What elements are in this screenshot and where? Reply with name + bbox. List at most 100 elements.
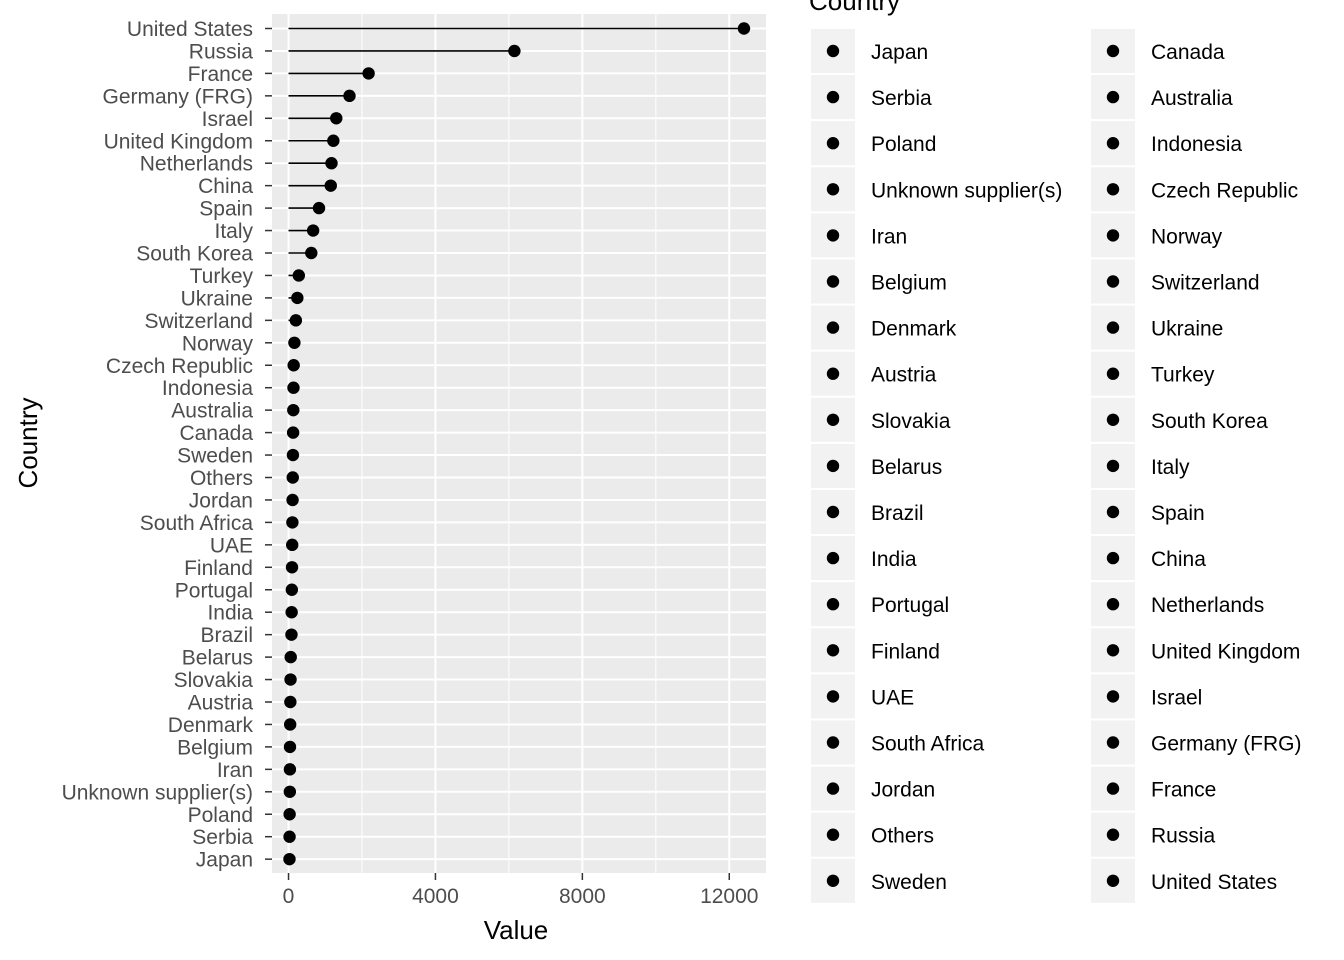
lollipop-point (291, 291, 304, 305)
legend-key-point (1106, 321, 1120, 334)
lollipop-point (284, 695, 297, 709)
legend-label: Poland (871, 133, 936, 156)
legend-label: Ukraine (1151, 318, 1223, 341)
legend-key-point (1106, 90, 1120, 104)
lollipop-point (305, 246, 318, 260)
legend-label: UAE (871, 686, 914, 709)
legend-label: Belarus (871, 456, 942, 479)
legend-key-point (826, 828, 840, 841)
lollipop-point (287, 403, 300, 417)
legend-key-point (826, 44, 840, 58)
legend-label: Germany (FRG) (1151, 733, 1302, 756)
legend-key-point (826, 598, 840, 611)
y-tick-label: China (198, 175, 253, 198)
y-tick-label: Unknown supplier(s) (62, 781, 253, 804)
legend-label: Iran (871, 225, 907, 248)
y-tick-label: Poland (188, 804, 253, 827)
lollipop-point (324, 179, 337, 192)
legend-key-point (826, 275, 840, 288)
legend-key-point (1106, 598, 1120, 611)
legend-key-point (1106, 874, 1120, 887)
legend-label: South Africa (871, 733, 985, 756)
x-tick-label: 4000 (412, 885, 459, 908)
lollipop-point (285, 583, 299, 596)
x-axis-title: Value (484, 915, 549, 945)
legend-label: United States (1151, 871, 1277, 894)
legend: Japan Serbia Poland Unknown supplier(s) Iran… (811, 29, 1302, 903)
legend-label: Portugal (871, 594, 949, 617)
legend-label: Serbia (871, 87, 932, 110)
legend-key-point (826, 367, 840, 380)
legend-label: Jordan (871, 779, 935, 802)
legend-key-point (826, 137, 840, 150)
legend-key-point (1106, 137, 1120, 150)
lollipop-point (285, 606, 298, 619)
y-tick-label: Slovakia (174, 669, 254, 692)
lollipop-point (283, 785, 297, 798)
x-tick-label: 8000 (559, 885, 606, 908)
legend-key-point (1106, 644, 1120, 657)
y-tick-label: Brazil (200, 624, 253, 647)
major-gridlines (272, 14, 766, 873)
lollipop-point (343, 89, 356, 103)
y-tick-label: Spain (199, 198, 253, 221)
legend-key-point (826, 459, 840, 473)
y-tick-label: Portugal (175, 579, 253, 602)
legend-label: China (1151, 548, 1206, 571)
lollipop-point (286, 471, 299, 484)
lollipop-point (327, 134, 340, 147)
legend-label: Canada (1151, 41, 1225, 64)
legend-label: United Kingdom (1151, 640, 1300, 663)
y-tick-label: Israel (202, 108, 253, 131)
lollipop-point (292, 269, 306, 282)
lollipop-point (306, 224, 320, 237)
legend-key-point (826, 505, 840, 519)
lollipop-point (286, 538, 299, 552)
x-tick-label: 0 (283, 885, 295, 908)
lollipop-point (285, 628, 298, 641)
y-tick-label: Others (190, 467, 253, 490)
y-tick-label: France (188, 63, 253, 86)
lollipop-point (312, 201, 326, 215)
legend-key-point (826, 90, 840, 104)
lollipop-point (286, 493, 299, 507)
lollipop-point (289, 314, 303, 327)
legend-key-point (1106, 690, 1120, 703)
legend-key-point (1106, 782, 1120, 795)
legend-label: Italy (1151, 456, 1190, 479)
legend-label: Austria (871, 364, 937, 387)
y-tick-label: Canada (179, 422, 253, 445)
legend-key-point (1106, 459, 1120, 473)
legend-label: Unknown supplier(s) (871, 179, 1062, 202)
legend-key-point (1106, 183, 1120, 196)
legend-key-point (826, 874, 840, 887)
y-tick-label: United States (127, 18, 253, 41)
lollipop-point (286, 516, 299, 529)
lollipop-point (287, 381, 300, 394)
legend-key-point (1106, 275, 1120, 288)
legend-label: Turkey (1151, 364, 1215, 387)
legend-key-point (1106, 828, 1120, 841)
legend-label: Indonesia (1151, 133, 1242, 156)
legend-key-point (826, 413, 840, 426)
x-axis: 0 4000 8000 12000 (283, 873, 758, 908)
y-tick-label: South Africa (140, 512, 254, 535)
lollipop-point (737, 22, 751, 35)
legend-label: Russia (1151, 825, 1216, 848)
legend-label: Brazil (871, 502, 924, 525)
lollipop-point (362, 67, 375, 80)
legend-label: Israel (1151, 686, 1202, 709)
y-tick-label: Belarus (182, 647, 253, 670)
legend-key-point (1106, 229, 1120, 242)
y-tick-label: Australia (171, 400, 253, 423)
lollipop-point (283, 852, 296, 866)
lollipop-point (287, 359, 300, 372)
legend-key-point (1106, 505, 1120, 519)
legend-key-point (826, 690, 840, 703)
legend-label: Sweden (871, 871, 947, 894)
y-tick-label: Indonesia (162, 377, 253, 400)
legend-key-point (826, 551, 840, 565)
legend-label: Switzerland (1151, 272, 1260, 295)
lollipop-point (330, 112, 343, 125)
